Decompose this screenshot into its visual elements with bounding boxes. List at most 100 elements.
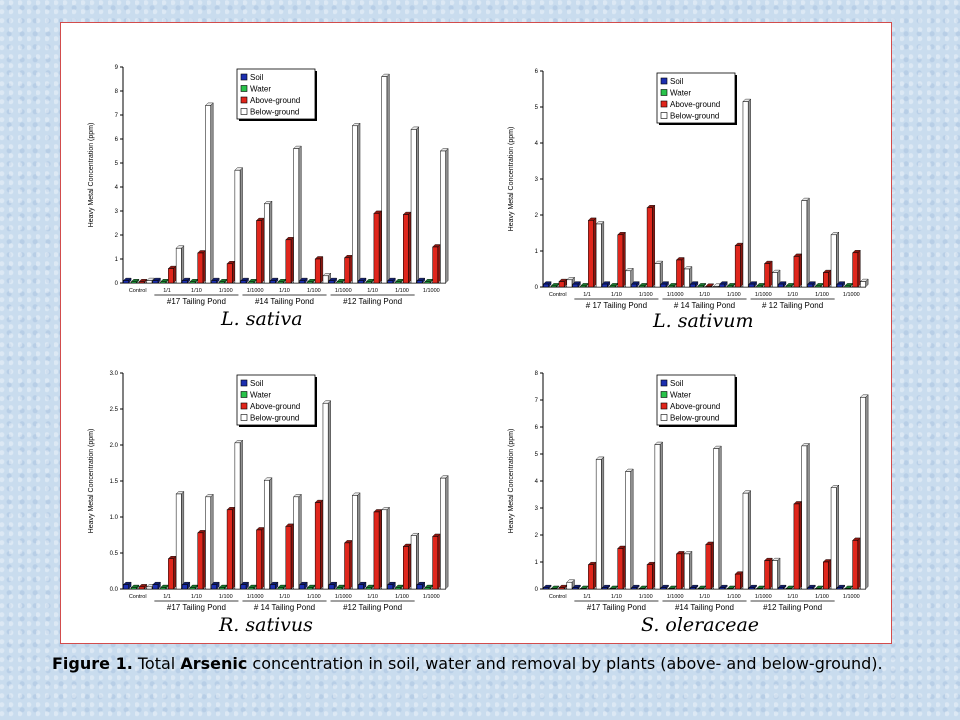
y-tick-label: 6: [535, 69, 539, 75]
bar-above-ground: [793, 500, 803, 590]
species-label-r-sativus: R. sativus: [219, 614, 313, 636]
x-tick-label: 1/100: [307, 288, 321, 294]
x-tick-label: 1/100: [727, 594, 741, 600]
group-label: #17 Tailing Pond: [167, 603, 226, 612]
bar-below-ground: [234, 167, 244, 284]
x-tick-label: 1/10: [279, 288, 290, 294]
legend-swatch-water: [660, 391, 668, 398]
bar-above-ground: [285, 523, 294, 590]
bar-below-ground: [263, 477, 273, 590]
bar-above-ground: [432, 244, 441, 284]
x-tick-label: 1/100: [219, 288, 233, 294]
bar-below-ground: [175, 490, 185, 590]
bar-below-ground: [410, 126, 420, 284]
y-tick-label: 5: [535, 105, 539, 111]
y-tick-label: 0.5: [110, 551, 119, 557]
caption-text-before: Total: [132, 654, 181, 673]
chart-l-sativum: 0 1 2 3 4 5 6 Heavy Metal Concentration (ppm) Co…: [501, 65, 881, 340]
bar-soil: [181, 581, 191, 590]
bar-soil: [152, 277, 161, 284]
x-tick-label: 1/100: [815, 292, 829, 298]
bar-below-ground: [859, 394, 869, 590]
legend-swatch-below-ground: [660, 112, 668, 119]
y-tick-label: 2.0: [110, 443, 119, 449]
bar-water: [394, 584, 404, 590]
bar-water: [726, 585, 736, 590]
bar-water: [218, 278, 228, 284]
y-tick-label: 7: [115, 113, 119, 119]
bar-soil: [122, 581, 132, 590]
bar-chart-svg: 0.0 0.5 1.0 1.5 2.0 2.5 3.0 Heavy Metal Concent…: [88, 371, 449, 612]
legend-box: [656, 72, 736, 124]
bar-water: [218, 584, 228, 590]
bar-soil: [542, 584, 552, 590]
bar-above-ground: [402, 211, 412, 284]
bar-below-ground: [234, 439, 244, 590]
bar-below-ground: [381, 506, 390, 590]
legend-entry: Water: [250, 391, 271, 400]
bar-below-ground: [742, 490, 752, 590]
legend-entry: Below-ground: [250, 108, 299, 117]
bar-below-ground: [351, 122, 361, 284]
figure-caption: Figure 1. Total Arsenic concentration in…: [52, 652, 932, 676]
y-tick-label: 8: [535, 371, 539, 377]
bar-above-ground: [373, 210, 383, 284]
legend-entry: Above-ground: [250, 96, 300, 105]
bar-below-ground: [351, 492, 361, 590]
bar-above-ground: [558, 278, 568, 288]
y-tick-label: 0: [535, 285, 539, 291]
x-tick-label: Control: [129, 594, 147, 600]
y-tick-label: 3: [535, 177, 539, 183]
bar-above-ground: [197, 529, 206, 590]
bar-soil: [210, 581, 220, 590]
bar-water: [248, 278, 257, 284]
x-tick-label: 1/10: [367, 288, 378, 294]
bar-above-ground: [675, 257, 685, 288]
y-axis-label: Heavy Metal Concentration (ppm): [88, 123, 95, 228]
bar-water: [394, 278, 404, 284]
bar-soil: [689, 281, 699, 288]
legend-box: [656, 374, 736, 426]
x-tick-label: 1/100: [307, 594, 321, 600]
x-tick-label: 1/100: [639, 292, 653, 298]
x-tick-label: 1/100: [395, 594, 409, 600]
bar-soil: [572, 281, 581, 288]
legend-box: [236, 68, 316, 120]
bar-water: [638, 282, 648, 288]
x-tick-label: 1/1000: [755, 594, 772, 600]
bar-water: [277, 584, 287, 590]
bar-soil: [328, 277, 338, 284]
legend-swatch-below-ground: [240, 414, 248, 421]
y-tick-label: 1: [535, 560, 539, 566]
bar-water: [756, 282, 765, 288]
legend-swatch-below-ground: [660, 414, 668, 421]
bar-water: [609, 282, 619, 288]
bar-above-ground: [764, 260, 773, 288]
caption-element: Arsenic: [180, 654, 248, 673]
bar-above-ground: [138, 278, 148, 284]
bar-soil: [630, 584, 640, 590]
y-tick-label: 0: [535, 587, 539, 593]
bar-below-ground: [859, 278, 869, 288]
caption-label: Figure 1.: [52, 654, 133, 673]
x-tick-label: Control: [549, 292, 567, 298]
group-label: #14 Tailing Pond: [675, 603, 734, 612]
bar-water: [668, 282, 677, 288]
x-tick-label: 1/10: [787, 594, 798, 600]
bar-soil: [122, 277, 132, 284]
legend-swatch-water: [240, 391, 248, 398]
legend: Soil Water Above-ground Below-ground: [236, 68, 317, 121]
species-label-l-sativum: L. sativum: [653, 310, 754, 332]
bar-soil: [807, 584, 816, 590]
x-tick-label: 1/1: [583, 292, 591, 298]
legend: Soil Water Above-ground Below-ground: [656, 72, 737, 125]
x-tick-label: 1/10: [279, 594, 290, 600]
bar-water: [424, 584, 434, 590]
bar-below-ground: [439, 148, 449, 284]
y-tick-label: 2: [115, 233, 119, 239]
group-label: # 14 Tailing Pond: [674, 301, 735, 310]
x-tick-label: 1/1000: [247, 288, 264, 294]
y-tick-label: 2.5: [110, 407, 119, 413]
bar-below-ground: [801, 442, 810, 590]
bar-water: [160, 584, 169, 590]
